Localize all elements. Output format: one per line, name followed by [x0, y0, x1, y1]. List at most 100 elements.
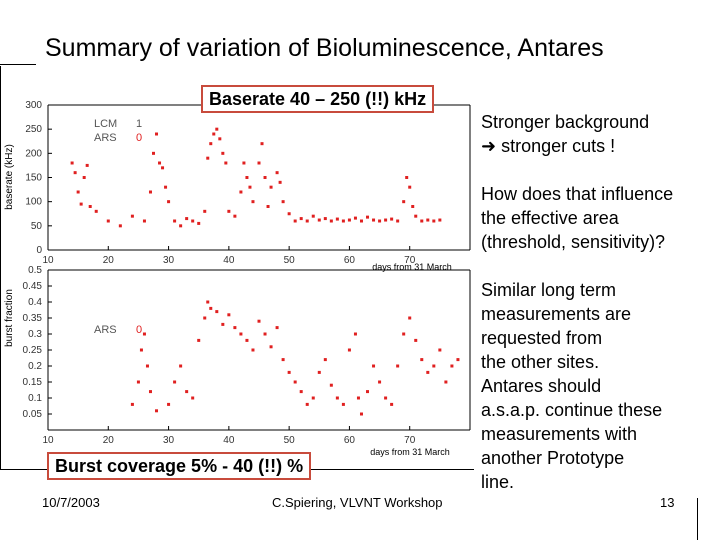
c1-data-point — [311, 396, 315, 400]
burst-axes — [47, 269, 471, 431]
slide-title: Summary of variation of Bioluminescence,… — [45, 34, 604, 62]
c0-data-point — [248, 185, 252, 189]
title-underline — [0, 64, 36, 65]
c1-data-point — [329, 383, 333, 387]
c0-data-point — [426, 218, 430, 222]
c0-data-point — [396, 219, 400, 223]
request-line-1: Similar long term — [481, 280, 617, 300]
c1-data-point — [179, 364, 183, 368]
footer-credit: C.Spiering, VLVNT Workshop — [272, 495, 443, 510]
c0-data-point — [251, 200, 255, 204]
c0-data-point — [227, 209, 231, 213]
c0-xtick-label: 50 — [284, 255, 296, 266]
c1-data-point — [251, 348, 255, 352]
c0-data-point — [402, 200, 406, 204]
baserate-callout: Baserate 40 – 250 (!!) kHz — [201, 85, 435, 113]
request-line-9: line. — [481, 472, 515, 492]
c0-xtick-label: 60 — [344, 255, 356, 266]
c0-data-point — [372, 218, 376, 222]
burst-ylabel: burst fraction — [4, 289, 15, 347]
legend-ars: ARS — [94, 132, 117, 144]
c0-data-point — [384, 218, 388, 222]
burst-legend-ars: ARS — [94, 324, 117, 336]
c1-data-point — [341, 402, 345, 406]
c0-data-point — [414, 214, 418, 218]
c0-data-point — [366, 215, 370, 219]
c1-data-point — [185, 390, 189, 394]
c0-data-point — [152, 151, 155, 155]
c1-data-point — [356, 396, 360, 400]
burst-chart: burst fraction 0.05 0.1 0.15 0.2 0.25 0.3 0.35… — [4, 265, 471, 457]
c1-xtick-label: 40 — [223, 435, 235, 446]
c0-ytick-label: 300 — [25, 100, 42, 111]
background-note-line-1: Stronger background — [481, 112, 650, 132]
c1-ytick-label: 0.3 — [28, 329, 42, 340]
burst-coverage-callout: Burst coverage 5% - 40 (!!) % — [47, 452, 312, 480]
c0-data-point — [148, 190, 152, 194]
c1-data-point — [372, 364, 376, 368]
c1-data-point — [203, 316, 207, 320]
c0-data-point — [408, 185, 412, 189]
c0-ytick-label: 100 — [25, 197, 42, 208]
c1-ytick-label: 0.25 — [23, 345, 43, 356]
c0-data-point — [70, 161, 74, 165]
question-line-3: (threshold, sensitivity)? — [481, 232, 666, 252]
c1-data-point — [432, 364, 436, 368]
c0-xtick-label: 70 — [404, 255, 416, 266]
c1-data-point — [130, 402, 134, 406]
c1-ytick-label: 0.35 — [23, 313, 43, 324]
c1-ytick-label: 0.15 — [23, 377, 43, 388]
c1-data-point — [239, 332, 243, 336]
footer-date: 10/7/2003 — [42, 495, 100, 510]
c1-data-point — [287, 370, 291, 374]
c0-data-point — [263, 176, 267, 179]
c0-data-point — [257, 161, 261, 165]
c0-data-point — [378, 219, 382, 223]
c0-data-point — [432, 219, 436, 223]
c1-xtick-label: 60 — [344, 435, 356, 446]
c0-data-point — [224, 161, 228, 165]
burst-legend-ars-value: 0 — [136, 324, 142, 336]
c1-data-point — [281, 358, 285, 362]
c0-data-point — [347, 218, 351, 222]
c0-data-point — [203, 209, 207, 213]
c1-data-point — [384, 396, 388, 400]
c0-data-point — [335, 217, 339, 221]
c0-data-point — [206, 156, 210, 160]
c1-data-point — [366, 390, 370, 394]
c0-data-point — [275, 171, 279, 175]
c1-data-point — [359, 412, 363, 416]
c0-ytick-label: 250 — [25, 124, 42, 135]
c0-data-point — [79, 202, 83, 206]
c1-data-point — [450, 364, 454, 368]
c1-data-point — [402, 332, 406, 336]
baserate-ylabel: baserate (kHz) — [4, 144, 15, 210]
c1-data-point — [305, 402, 309, 406]
c1-data-point — [167, 402, 171, 406]
c0-data-point — [411, 205, 415, 208]
c1-data-point — [269, 345, 273, 349]
c1-data-point — [456, 358, 460, 362]
c0-data-point — [106, 219, 110, 223]
c0-ytick-label: 50 — [31, 221, 43, 232]
c0-data-point — [221, 151, 225, 155]
c0-data-point — [239, 190, 243, 194]
measurements-request: Similar long term measurements are reque… — [481, 278, 713, 494]
c0-data-point — [142, 219, 146, 223]
question-line-2: the effective area — [481, 208, 619, 228]
c1-data-point — [136, 380, 140, 384]
c0-data-point — [179, 224, 183, 228]
burst-xlabel: days from 31 March — [370, 447, 450, 457]
c0-data-point — [130, 214, 134, 218]
request-line-3: requested from — [481, 328, 603, 348]
baserate-xlabel: days from 31 March — [372, 262, 452, 272]
c0-xtick-label: 30 — [163, 255, 175, 266]
c0-data-point — [266, 205, 270, 208]
c0-data-point — [329, 219, 333, 223]
c1-data-point — [209, 306, 213, 310]
c1-xtick-label: 30 — [163, 435, 175, 446]
c1-data-point — [293, 380, 297, 384]
c0-ytick-label: 200 — [25, 148, 42, 159]
background-note-line-2-row: ➜ stronger cuts ! — [481, 134, 713, 158]
